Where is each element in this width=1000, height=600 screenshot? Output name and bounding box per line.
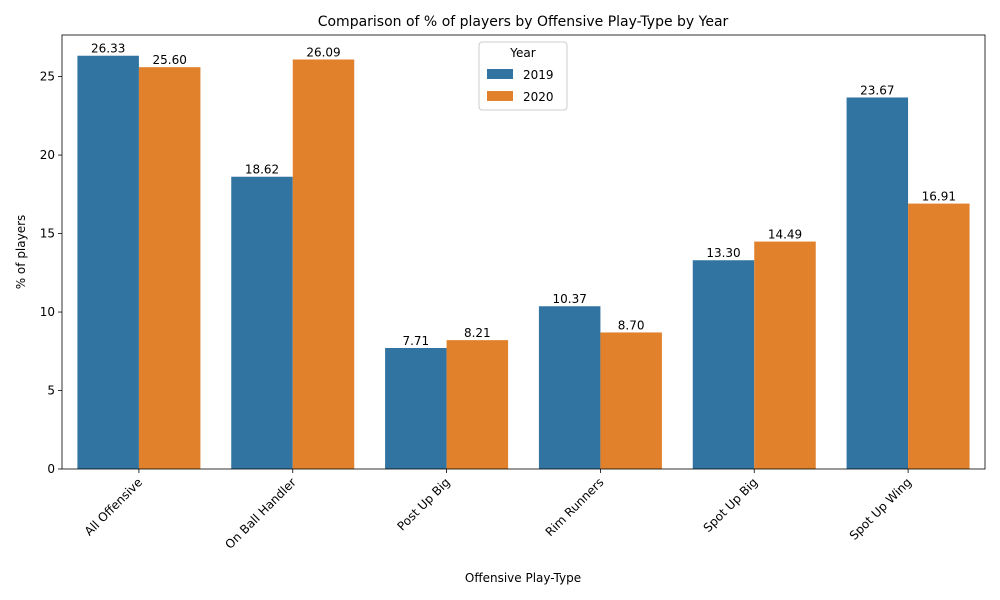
x-tick-label-4: Spot Up Big	[701, 475, 761, 535]
bar-2019-4	[692, 260, 755, 469]
data-label-2020-1: 26.09	[306, 45, 340, 59]
bar-2019-5	[846, 97, 909, 469]
bar-2020-3	[600, 332, 662, 469]
legend-swatch-2019	[487, 69, 513, 79]
legend: Year 2019 2020	[478, 41, 568, 111]
data-label-2020-0: 25.60	[152, 53, 186, 67]
data-label-2020-4: 14.49	[768, 228, 802, 242]
bar-2020-5	[908, 203, 970, 469]
x-axis-label: Offensive Play-Type	[465, 571, 581, 585]
legend-swatch-2020	[487, 91, 513, 101]
bar-2019-0	[77, 55, 139, 469]
bars-layer	[77, 55, 970, 470]
x-tick-label-2: Post Up Big	[394, 475, 452, 533]
y-tick-label-3: 15	[40, 227, 55, 241]
data-label-2019-2: 7.71	[402, 334, 429, 348]
x-tick-label-5: Spot Up Wing	[847, 475, 915, 543]
x-tick-label-3: Rim Runners	[543, 475, 607, 539]
bar-2020-0	[138, 67, 201, 469]
y-tick-label-4: 20	[40, 148, 55, 162]
data-label-2020-5: 16.91	[922, 190, 956, 204]
y-tick-label-1: 5	[47, 384, 55, 398]
chart-title: Comparison of % of players by Offensive …	[318, 14, 729, 30]
bar-2020-1	[292, 59, 355, 469]
y-tick-label-0: 0	[47, 462, 55, 476]
data-label-2020-3: 8.70	[618, 318, 645, 332]
y-tick-label-5: 25	[40, 70, 55, 84]
data-labels-layer: 26.33 25.60 18.62 26.09 7.71 8.21 10.37 8.70 13.…	[91, 42, 956, 348]
bar-2019-3	[538, 306, 601, 469]
legend-label-2020: 2020	[523, 90, 554, 104]
plot-frame	[61, 34, 986, 470]
bar-2020-2	[446, 340, 509, 469]
legend-title: Year	[509, 46, 535, 60]
data-label-2019-4: 13.30	[706, 246, 740, 260]
data-label-2019-5: 23.67	[860, 83, 894, 97]
y-axis-label: % of players	[14, 215, 28, 290]
bar-2019-1	[231, 176, 293, 470]
data-label-2020-2: 8.21	[464, 326, 491, 340]
data-label-2019-3: 10.37	[552, 292, 586, 306]
data-label-2019-1: 18.62	[245, 163, 279, 177]
bar-2019-2	[385, 347, 447, 469]
bar-2020-4	[754, 241, 816, 469]
legend-label-2019: 2019	[523, 68, 554, 82]
x-tick-label-0: All Offensive	[82, 475, 145, 538]
x-tick-label-1: On Ball Handler	[222, 475, 299, 552]
y-tick-label-2: 10	[40, 305, 55, 319]
data-label-2019-0: 26.33	[91, 42, 125, 56]
